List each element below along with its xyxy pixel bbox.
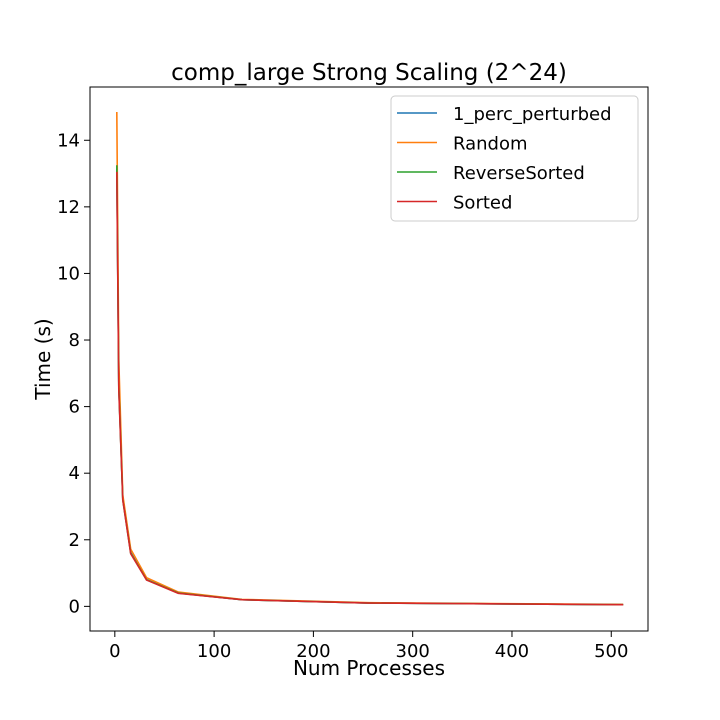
legend-label: Sorted [453, 193, 512, 214]
series-line-sorted [116, 171, 624, 606]
legend-label: 1_perc_perturbed [453, 104, 612, 125]
y-tick-label: 0 [69, 596, 80, 617]
x-tick-label: 400 [495, 641, 529, 662]
y-tick-label: 10 [57, 263, 80, 284]
x-axis: 0 100 200 300 400 500 [109, 631, 628, 662]
x-tick-label: 500 [594, 641, 628, 662]
y-tick-label: 8 [69, 330, 80, 351]
legend-box [390, 95, 639, 222]
y-tick-label: 6 [69, 397, 80, 418]
y-tick-label: 12 [57, 197, 80, 218]
chart-title: comp_large Strong Scaling (2^24) [171, 60, 567, 86]
y-tick-label: 2 [69, 530, 80, 551]
y-axis-label: Time (s) [31, 318, 55, 400]
x-tick-label: 0 [109, 641, 120, 662]
x-tick-label: 300 [396, 641, 430, 662]
y-tick-label: 14 [57, 130, 80, 151]
plot-lines [116, 111, 624, 606]
legend-label: ReverseSorted [453, 163, 585, 184]
y-tick-label: 4 [69, 463, 80, 484]
x-tick-label: 200 [296, 641, 330, 662]
x-axis-label: Num Processes [293, 656, 445, 680]
legend-label: Random [453, 134, 528, 155]
legend: 1_perc_perturbed Random ReverseSorted Sorte… [390, 95, 639, 222]
y-axis: 0 2 4 6 8 10 12 14 [57, 130, 90, 617]
plot-frame [89, 86, 649, 632]
x-tick-label: 100 [197, 641, 231, 662]
